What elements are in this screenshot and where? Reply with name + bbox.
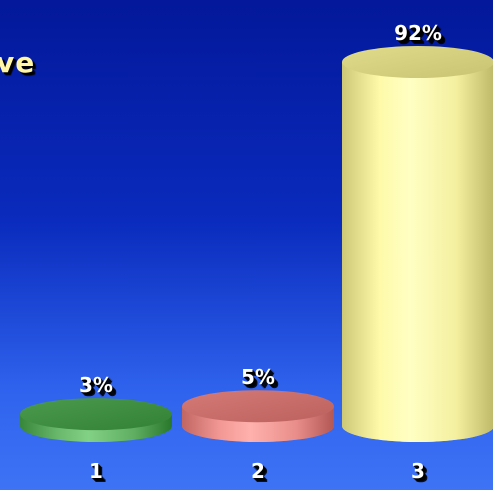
- x-tick-label-1-shadow: 1: [93, 463, 107, 487]
- x-tick-label-2: 2: [251, 459, 265, 483]
- data-label-2-shadow: 5%: [242, 366, 276, 390]
- bar-2: [182, 390, 334, 442]
- data-label-3-shadow: 92%: [398, 25, 446, 49]
- bar-3-body: [342, 62, 493, 442]
- data-label-3-group: 92%92%92%92%92%: [394, 21, 446, 49]
- data-label-2-group: 5%5%5%5%5%: [241, 365, 279, 393]
- x-tick-label-2-shadow: 2: [252, 460, 266, 484]
- data-label-2-shadow: 5%: [243, 367, 277, 391]
- x-tick-label-2-shadow: 2: [255, 463, 269, 487]
- data-label-2-shadow: 5%: [244, 368, 278, 392]
- bar-1: [20, 398, 172, 442]
- bar-3: [342, 46, 493, 442]
- data-label-1: 3%: [79, 373, 113, 397]
- data-label-2-shadow: 5%: [245, 369, 279, 393]
- data-label-3-shadow: 92%: [395, 22, 443, 46]
- x-tick-label-1-shadow: 1: [92, 462, 106, 486]
- bar-1-top: [20, 398, 172, 431]
- chart-title-fragment: ve: [0, 46, 36, 79]
- data-label-3-shadow: 92%: [396, 23, 444, 47]
- x-tick-label-3-shadow: 3: [413, 461, 427, 485]
- x-tick-label-2-shadow: 2: [254, 462, 268, 486]
- data-label-1-shadow: 3%: [82, 376, 116, 400]
- x-tick-label-3-shadow: 3: [412, 460, 426, 484]
- bar-2-top: [182, 390, 334, 423]
- data-label-1-shadow: 3%: [83, 377, 117, 401]
- data-label-2: 5%: [241, 365, 275, 389]
- data-label-3: 92%: [394, 21, 442, 45]
- data-label-3-shadow: 92%: [397, 24, 445, 48]
- x-tick-label-1-shadow: 1: [90, 460, 104, 484]
- data-label-1-shadow: 3%: [81, 375, 115, 399]
- data-label-1-shadow: 3%: [80, 374, 114, 398]
- x-tick-label-2-shadow: 2: [253, 461, 267, 485]
- x-tick-label-1-shadow: 1: [91, 461, 105, 485]
- x-tick-label-3-shadow: 3: [415, 463, 429, 487]
- x-tick-label-3-shadow: 3: [414, 462, 428, 486]
- data-label-1-group: 3%3%3%3%3%: [79, 373, 117, 401]
- x-tick-label-3: 3: [411, 459, 425, 483]
- bar-3-top: [342, 46, 493, 78]
- x-tick-label-1: 1: [89, 459, 103, 483]
